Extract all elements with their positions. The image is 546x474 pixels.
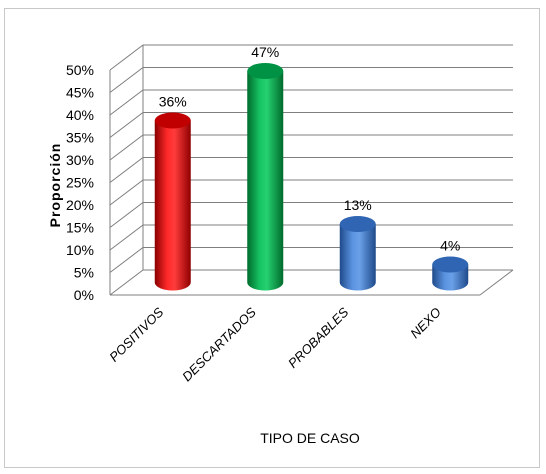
bars <box>154 63 469 291</box>
gridline <box>109 67 513 93</box>
y-tick-label: 5% <box>74 265 94 281</box>
gridline <box>109 44 513 71</box>
y-tick-label: 15% <box>66 220 94 236</box>
x-axis-title: TIPO DE CASO <box>260 430 360 446</box>
y-tick-label: 25% <box>66 175 94 191</box>
y-tick-label: 50% <box>66 62 94 78</box>
x-tick-label: POSITIVOS <box>106 304 166 364</box>
y-axis-title: Proporción <box>47 143 63 228</box>
bar-nexo <box>432 256 469 291</box>
y-tick-label: 30% <box>66 152 94 168</box>
bar-positivos <box>154 112 191 291</box>
y-tick-label: 0% <box>74 287 94 303</box>
y-axis-ticks: 0% 5% 10% 15% 20% 25% 30% 35% 40% 45% 50% <box>66 62 94 303</box>
bar-descartados <box>247 63 284 291</box>
axis-line <box>479 269 514 296</box>
x-tick-label: NEXO <box>407 305 444 342</box>
x-axis-ticks: POSITIVOS DESCARTADOS PROBABLES NEXO <box>106 304 444 384</box>
x-tick-label: DESCARTADOS <box>179 304 259 384</box>
x-tick-label: PROBABLES <box>285 304 352 371</box>
y-tick-label: 10% <box>66 242 94 258</box>
y-tick-label: 20% <box>66 197 94 213</box>
y-tick-label: 40% <box>66 107 94 123</box>
data-label: 13% <box>344 197 372 213</box>
bar-probables <box>339 216 376 291</box>
data-label: 36% <box>159 94 187 110</box>
data-labels: 36% 47% 13% 4% <box>159 44 461 254</box>
gridlines <box>109 44 514 296</box>
data-label: 4% <box>440 238 460 254</box>
data-label: 47% <box>251 44 279 60</box>
y-tick-label: 45% <box>66 85 94 101</box>
y-tick-label: 35% <box>66 130 94 146</box>
